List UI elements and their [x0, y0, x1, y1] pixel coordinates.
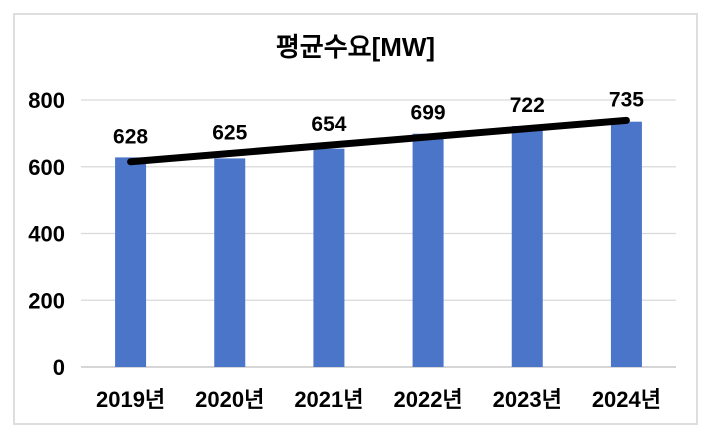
bar-2024년 [610, 121, 642, 367]
data-label-2024년: 735 [609, 88, 644, 111]
x-tick-label-2021년: 2021년 [294, 387, 363, 412]
x-tick-label-2024년: 2024년 [592, 387, 661, 412]
bar-2020년 [214, 158, 246, 367]
bar-2023년 [511, 126, 543, 367]
data-label-2019년: 628 [113, 125, 148, 148]
y-tick-label: 0 [53, 355, 65, 380]
y-tick-label: 800 [28, 88, 65, 113]
chart-title: 평균수요[MW] [275, 32, 436, 62]
y-tick-label: 400 [28, 222, 65, 247]
y-tick-label: 200 [28, 288, 65, 313]
bar-2019년 [115, 157, 147, 367]
x-tick-label-2022년: 2022년 [393, 387, 462, 412]
bar-2021년 [313, 148, 345, 367]
y-tick-label: 600 [28, 155, 65, 180]
x-tick-label-2023년: 2023년 [493, 387, 562, 412]
data-label-2021년: 654 [311, 113, 346, 136]
data-label-2023년: 722 [510, 94, 545, 117]
trendline [127, 116, 630, 166]
data-label-2020년: 625 [212, 121, 247, 144]
bar-2022년 [412, 133, 444, 367]
x-tick-label-2019년: 2019년 [96, 387, 165, 412]
data-label-2022년: 699 [411, 102, 446, 125]
x-tick-label-2020년: 2020년 [195, 387, 264, 412]
